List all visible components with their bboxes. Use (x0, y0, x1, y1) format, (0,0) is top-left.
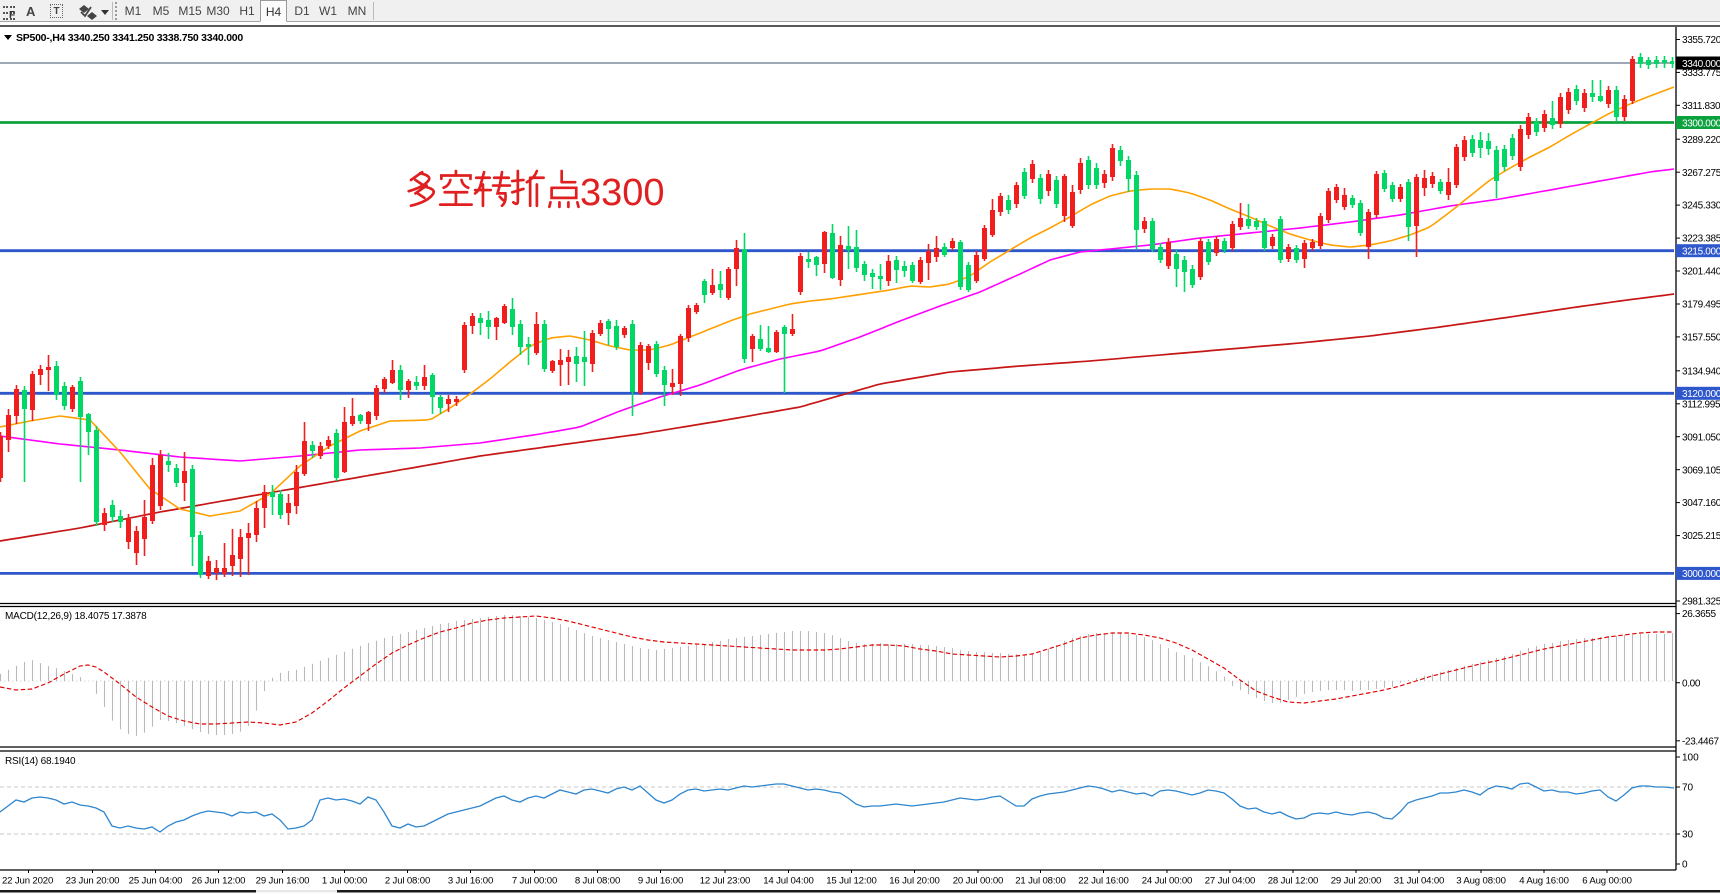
svg-text:3047.160: 3047.160 (1682, 498, 1720, 509)
svg-text:28 Jul 12:00: 28 Jul 12:00 (1268, 876, 1318, 887)
svg-text:0.00: 0.00 (1682, 678, 1701, 689)
svg-text:3267.275: 3267.275 (1682, 168, 1720, 179)
svg-text:15 Jul 12:00: 15 Jul 12:00 (826, 876, 876, 887)
svg-text:3157.550: 3157.550 (1682, 333, 1720, 344)
svg-text:3300.000: 3300.000 (1682, 118, 1720, 129)
svg-text:3025.215: 3025.215 (1682, 531, 1720, 542)
svg-text:22 Jul 16:00: 22 Jul 16:00 (1078, 876, 1128, 887)
svg-text:26 Jun 12:00: 26 Jun 12:00 (192, 876, 246, 887)
svg-text:12 Jul 23:00: 12 Jul 23:00 (700, 876, 750, 887)
svg-text:-23.4467: -23.4467 (1682, 736, 1719, 747)
svg-text:3000.000: 3000.000 (1682, 569, 1720, 580)
svg-text:22 Jun 2020: 22 Jun 2020 (2, 876, 53, 887)
svg-text:3333.775: 3333.775 (1682, 68, 1720, 79)
svg-text:3 Jul 16:00: 3 Jul 16:00 (448, 876, 493, 887)
svg-text:3340.000: 3340.000 (1682, 59, 1720, 70)
svg-text:9 Jul 16:00: 9 Jul 16:00 (638, 876, 683, 887)
svg-text:31 Jul 04:00: 31 Jul 04:00 (1394, 876, 1444, 887)
svg-text:29 Jun 16:00: 29 Jun 16:00 (256, 876, 310, 887)
svg-text:3289.220: 3289.220 (1682, 135, 1720, 146)
svg-text:2981.325: 2981.325 (1682, 597, 1720, 608)
svg-text:29 Jul 20:00: 29 Jul 20:00 (1331, 876, 1381, 887)
svg-text:3112.995: 3112.995 (1682, 399, 1720, 410)
svg-text:2 Jul 08:00: 2 Jul 08:00 (385, 876, 430, 887)
svg-text:27 Jul 04:00: 27 Jul 04:00 (1205, 876, 1255, 887)
svg-text:0: 0 (1682, 860, 1688, 871)
svg-text:21 Jul 08:00: 21 Jul 08:00 (1015, 876, 1065, 887)
svg-text:70: 70 (1682, 783, 1694, 794)
svg-text:3 Aug 08:00: 3 Aug 08:00 (1456, 876, 1506, 887)
svg-text:3120.000: 3120.000 (1682, 389, 1720, 400)
svg-text:8 Jul 08:00: 8 Jul 08:00 (575, 876, 620, 887)
svg-text:16 Jul 20:00: 16 Jul 20:00 (889, 876, 939, 887)
svg-text:14 Jul 04:00: 14 Jul 04:00 (763, 876, 813, 887)
svg-text:RSI(14) 68.1940: RSI(14) 68.1940 (5, 756, 76, 767)
svg-text:26.3655: 26.3655 (1682, 609, 1716, 620)
svg-text:4 Aug 16:00: 4 Aug 16:00 (1519, 876, 1569, 887)
svg-text:3201.440: 3201.440 (1682, 267, 1720, 278)
svg-text:1 Jul 00:00: 1 Jul 00:00 (322, 876, 367, 887)
svg-text:SP500-,H4 3340.250 3341.250 3: SP500-,H4 3340.250 3341.250 3338.750 334… (16, 32, 243, 44)
svg-text:20 Jul 00:00: 20 Jul 00:00 (953, 876, 1003, 887)
svg-text:3355.720: 3355.720 (1682, 35, 1720, 46)
svg-text:3311.830: 3311.830 (1682, 101, 1720, 112)
svg-text:3134.940: 3134.940 (1682, 366, 1720, 377)
svg-text:30: 30 (1682, 830, 1694, 841)
svg-text:3300: 3300 (580, 172, 665, 214)
svg-text:23 Jun 20:00: 23 Jun 20:00 (66, 876, 120, 887)
svg-text:100: 100 (1682, 753, 1699, 764)
svg-text:3245.330: 3245.330 (1682, 201, 1720, 212)
svg-text:3069.105: 3069.105 (1682, 465, 1720, 476)
svg-text:25 Jun 04:00: 25 Jun 04:00 (129, 876, 183, 887)
svg-text:3223.385: 3223.385 (1682, 234, 1720, 245)
svg-text:3179.495: 3179.495 (1682, 300, 1720, 311)
svg-text:3091.050: 3091.050 (1682, 432, 1720, 443)
svg-text:6 Aug 00:00: 6 Aug 00:00 (1582, 876, 1632, 887)
svg-text:24 Jul 00:00: 24 Jul 00:00 (1142, 876, 1192, 887)
svg-text:7 Jul 00:00: 7 Jul 00:00 (512, 876, 557, 887)
svg-text:MACD(12,26,9) 18.4075 17.3878: MACD(12,26,9) 18.4075 17.3878 (5, 611, 147, 622)
svg-text:3215.000: 3215.000 (1682, 247, 1720, 258)
